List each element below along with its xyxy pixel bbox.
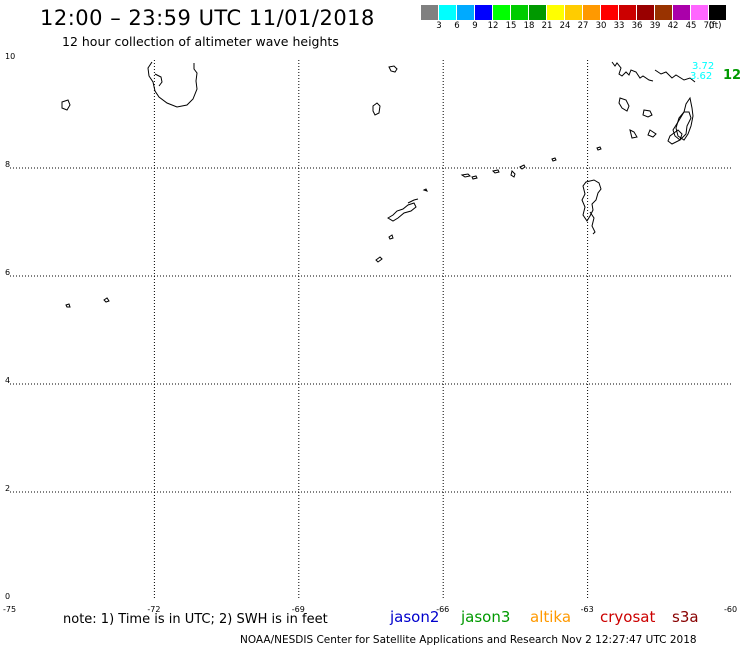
- axis-tick-labels: -75 -72 -69 -66 -63 -60 0 2 4 6 8 10: [3, 52, 737, 614]
- coastline-grenada: [667, 129, 683, 145]
- lon-tick-label: -75: [3, 605, 16, 614]
- coastline-islet-e: [388, 234, 394, 240]
- coastline-islet-row-6: [551, 157, 557, 162]
- lon-tick-label: -69: [292, 605, 305, 614]
- sat-jason3: jason3: [461, 608, 511, 626]
- colorbar-swatch: [583, 5, 600, 20]
- coastline-islet-k: [65, 303, 71, 308]
- swh-value-3: 12: [723, 68, 740, 83]
- colorbar-labels: 3 6 9 12 15 18 21 24 27 30 33 36 39 42 45 70 (ft): [421, 21, 740, 33]
- coastline-islet-d: [647, 129, 657, 138]
- colorbar-swatch: [709, 5, 726, 20]
- coastline-islet-c: [629, 129, 638, 139]
- coastline-island-chain: [387, 202, 417, 222]
- lat-tick-label: 8: [5, 160, 10, 169]
- note-text: note: 1) Time is in UTC; 2) SWH is in fe…: [63, 612, 328, 627]
- lat-tick-label: 0: [5, 592, 10, 601]
- lat-tick-label: 6: [5, 268, 10, 277]
- coastline-islet-h: [388, 65, 398, 73]
- swh-value-2: 3.62: [690, 71, 713, 82]
- coastline-lake-inner: [154, 73, 163, 87]
- lat-tick-label: 2: [5, 484, 10, 493]
- colorbar-label: 6: [454, 21, 460, 31]
- colorbar-label: 45: [685, 21, 697, 31]
- colorbar-label: 18: [523, 21, 535, 31]
- page-title: 12:00 – 23:59 UTC 11/01/2018: [40, 6, 375, 30]
- coastline-islet-b: [642, 109, 653, 118]
- colorbar-swatch: [475, 5, 492, 20]
- colorbar-label: 33: [613, 21, 625, 31]
- colorbar-swatch: [547, 5, 564, 20]
- colorbar-swatch: [691, 5, 708, 20]
- colorbar-swatch: [673, 5, 690, 20]
- lon-tick-label: -60: [724, 605, 737, 614]
- colorbar-swatch: [457, 5, 474, 20]
- colorbar-label: 39: [649, 21, 661, 31]
- sat-cryosat: cryosat: [600, 608, 656, 626]
- colorbar-swatch: [529, 5, 546, 20]
- colorbar-label: 36: [631, 21, 643, 31]
- coastline-lake: [147, 61, 198, 108]
- coastline-islet-row-5: [519, 164, 526, 170]
- coastline-islet-i: [372, 102, 381, 116]
- coastline-islet-row-2: [471, 175, 478, 180]
- colorbar-label: 70: [703, 21, 715, 31]
- colorbar-label: 15: [505, 21, 517, 31]
- lon-tick-label: -66: [436, 605, 449, 614]
- coastlines: [61, 61, 696, 308]
- sat-jason2: jason2: [390, 608, 440, 626]
- coastline-islet-a: [618, 97, 630, 112]
- colorbar-label: 21: [541, 21, 553, 31]
- coastline-east-islands: [654, 69, 696, 83]
- colorbar-swatch: [421, 5, 438, 20]
- coastline-islet-row-7: [596, 146, 602, 151]
- coastline-puerto-rico: [611, 61, 654, 82]
- coastline-islet-row-3: [491, 169, 500, 174]
- colorbar-swatch: [493, 5, 510, 20]
- coastline-island-chain-2: [407, 198, 419, 204]
- colorbar-label: 27: [577, 21, 589, 31]
- colorbar-label: 24: [559, 21, 571, 31]
- colorbar-label: 42: [667, 21, 679, 31]
- colorbar-label: 12: [487, 21, 499, 31]
- colorbar-label: 30: [595, 21, 607, 31]
- colorbar-label: 9: [472, 21, 478, 31]
- page-subtitle: 12 hour collection of altimeter wave hei…: [62, 34, 339, 49]
- lat-tick-label: 4: [5, 376, 10, 385]
- graticule: [10, 60, 732, 600]
- lat-tick-label: 10: [5, 52, 15, 61]
- colorbar-swatch: [439, 5, 456, 20]
- lon-tick-label: -72: [147, 605, 160, 614]
- sat-s3a: s3a: [672, 608, 699, 626]
- coastline-islet-row-1: [460, 173, 472, 178]
- coastline-trinidad: [581, 179, 602, 222]
- colorbar-swatch: [601, 5, 618, 20]
- colorbar-swatch: [637, 5, 654, 20]
- colorbar-swatch: [565, 5, 582, 20]
- colorbar-label: (ft): [708, 21, 722, 31]
- lon-tick-label: -63: [581, 605, 594, 614]
- colorbar-swatch: [511, 5, 528, 20]
- coastline-islet-j: [61, 99, 71, 111]
- coastline-islet-row-4: [510, 170, 516, 178]
- colorbar-swatch: [619, 5, 636, 20]
- wave-height-colorbar: [421, 5, 729, 20]
- colorbar-swatch: [655, 5, 672, 20]
- sat-altika: altika: [530, 608, 572, 626]
- colorbar-label: 3: [436, 21, 442, 31]
- coastline-lesser-antilles-2: [672, 111, 692, 141]
- coastline-islet-l: [103, 297, 110, 303]
- coastline-islet-f: [375, 256, 383, 263]
- swh-value-1: 3.72: [692, 61, 715, 72]
- coastline-trinidad-coast: [589, 211, 596, 235]
- footer-credit: NOAA/NESDIS Center for Satellite Applica…: [240, 634, 697, 646]
- coastline-islet-g: [422, 188, 428, 192]
